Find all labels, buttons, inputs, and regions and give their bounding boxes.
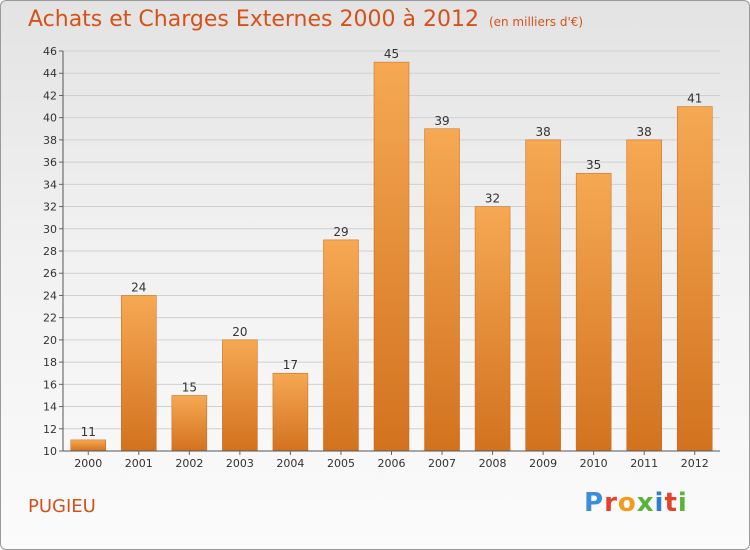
logo-letter: i xyxy=(677,488,688,518)
x-tick-label: 2012 xyxy=(681,457,709,470)
y-tick-label: 40 xyxy=(43,112,57,125)
bar xyxy=(373,61,410,452)
y-tick-label: 46 xyxy=(43,45,57,58)
y-tick-label: 22 xyxy=(43,312,57,325)
value-label: 41 xyxy=(687,92,702,106)
y-tick-label: 26 xyxy=(43,267,57,280)
y-tick-label: 38 xyxy=(43,134,57,147)
value-label: 32 xyxy=(485,192,500,206)
y-tick-label: 16 xyxy=(43,378,57,391)
bar xyxy=(70,439,107,452)
y-tick-label: 34 xyxy=(43,178,57,191)
logo-letter: r xyxy=(604,488,618,518)
y-axis: 10 12 14 16 18 20 22 24 26 28 30 32 34 36 38 40 42 44 46 xyxy=(43,45,64,458)
x-tick-label: 2007 xyxy=(428,457,456,470)
bar xyxy=(525,139,561,452)
bar xyxy=(676,106,713,452)
value-label: 35 xyxy=(586,158,601,172)
x-tick-label: 2004 xyxy=(276,457,304,470)
bar xyxy=(323,239,359,452)
y-tick-label: 10 xyxy=(43,445,57,458)
x-tick-label: 2003 xyxy=(226,457,254,470)
logo-letter: o xyxy=(617,488,637,518)
y-tick-label: 14 xyxy=(43,401,57,414)
x-axis: 2000 2001 2002 2003 2004 2005 2006 2007 2008 2009… xyxy=(63,450,720,470)
bar xyxy=(575,172,612,452)
logo-letter: x xyxy=(636,488,655,518)
bar xyxy=(272,372,309,452)
bar xyxy=(222,339,258,452)
bar xyxy=(121,295,157,452)
title-unit: (en milliers d'€) xyxy=(488,15,584,29)
commune-name: PUGIEU xyxy=(28,496,96,517)
bar xyxy=(474,206,511,452)
x-tick-label: 2009 xyxy=(529,457,557,470)
x-tick-label: 2000 xyxy=(74,457,102,470)
y-tick-label: 42 xyxy=(43,89,57,102)
logo-letter: P xyxy=(584,488,605,518)
logo-letter: i xyxy=(654,488,665,518)
value-label: 38 xyxy=(637,125,652,139)
y-tick-label: 18 xyxy=(43,356,57,369)
x-tick-label: 2006 xyxy=(378,457,406,470)
bars xyxy=(70,61,713,452)
value-label: 45 xyxy=(384,47,399,61)
value-labels: 11 24 15 20 17 29 45 39 32 38 35 38 41 xyxy=(81,47,703,439)
x-tick-label: 2011 xyxy=(630,457,658,470)
y-tick-label: 32 xyxy=(43,201,57,214)
y-tick-label: 12 xyxy=(43,423,57,436)
y-tick-label: 36 xyxy=(43,156,57,169)
value-label: 24 xyxy=(131,280,146,294)
title-text: Achats et Charges Externes 2000 à 2012 xyxy=(28,7,479,32)
x-tick-label: 2001 xyxy=(125,457,153,470)
chart-title: Achats et Charges Externes 2000 à 2012 (e… xyxy=(28,7,583,32)
bar xyxy=(626,139,662,452)
x-tick-label: 2002 xyxy=(175,457,203,470)
bar xyxy=(424,128,460,452)
x-tick-label: 2010 xyxy=(580,457,608,470)
y-tick-label: 44 xyxy=(43,67,57,80)
value-label: 29 xyxy=(333,225,348,239)
y-tick-label: 28 xyxy=(43,245,57,258)
y-tick-label: 30 xyxy=(43,223,57,236)
logo-letter: t xyxy=(664,488,678,518)
x-tick-label: 2008 xyxy=(479,457,507,470)
value-label: 20 xyxy=(232,325,247,339)
y-tick-label: 20 xyxy=(43,334,57,347)
bar xyxy=(171,395,208,452)
x-tick-label: 2005 xyxy=(327,457,355,470)
value-label: 38 xyxy=(535,125,550,139)
value-label: 39 xyxy=(434,114,449,128)
value-label: 17 xyxy=(283,358,298,372)
value-label: 15 xyxy=(182,380,197,394)
value-label: 11 xyxy=(81,425,96,439)
y-tick-label: 24 xyxy=(43,289,57,302)
proxiti-logo: Proxiti xyxy=(584,488,688,518)
